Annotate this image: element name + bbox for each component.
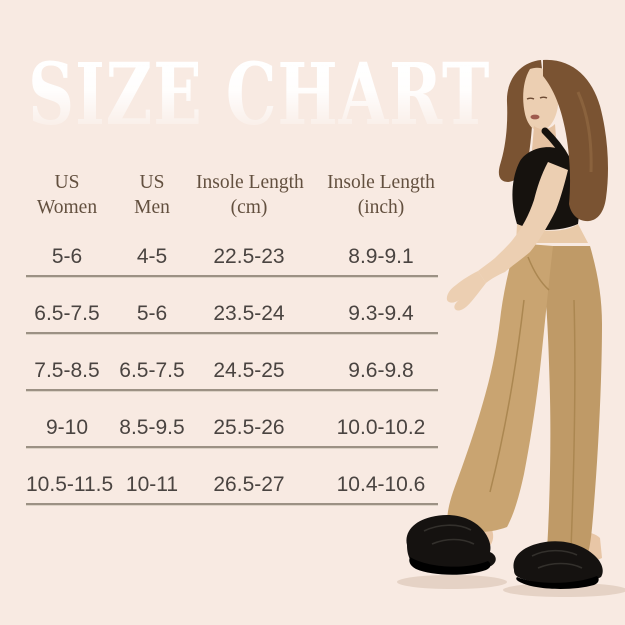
table-cell: 5-6: [136, 302, 168, 325]
slipper-fur-texture: [531, 549, 583, 569]
slipper-right: [513, 541, 603, 585]
table-cell: 6.5-7.5: [34, 302, 100, 325]
model-lips: [530, 114, 540, 120]
slipper-fur-texture: [423, 524, 475, 545]
slipper-right-sole: [516, 576, 599, 589]
page-title: SIZE CHART: [28, 44, 491, 145]
column-header: Insole Length (cm): [196, 172, 304, 218]
model-pants-back-leg: [543, 246, 602, 562]
table-cell: 9-10: [45, 416, 89, 439]
table-cell: 22.5-23: [213, 245, 285, 268]
table-cell: 8.9-9.1: [348, 245, 414, 268]
model-chest: [521, 147, 572, 176]
slipper-left: [406, 515, 496, 573]
column-header: Insole Length (inch): [327, 172, 435, 218]
table-cell: 8.5-9.5: [119, 416, 185, 439]
table-cell: 26.5-27: [213, 473, 285, 496]
table-header-row: US Women US Men Insole Length (cm) Insole L…: [26, 170, 438, 220]
table-cell: 5-6: [51, 245, 83, 268]
column-header: US Women: [36, 172, 98, 218]
model-ankle: [564, 532, 602, 562]
table-cell: 10.4-10.6: [336, 473, 426, 496]
column-header: US Men: [134, 172, 170, 218]
table-cell: 25.5-26: [213, 416, 285, 439]
model-hair: [543, 59, 608, 222]
table-cell: 9.3-9.4: [348, 302, 414, 325]
size-table: US Women US Men Insole Length (cm) Insole L…: [26, 170, 438, 505]
model-eye: [539, 96, 548, 99]
model-arm: [478, 162, 568, 283]
model-midriff: [516, 224, 588, 243]
slipper-left-sole: [409, 557, 491, 575]
table-cell: 7.5-8.5: [34, 359, 100, 382]
model-crop-top: [512, 147, 579, 230]
table-row: 7.5-8.5 6.5-7.5 24.5-25 9.6-9.8: [26, 334, 438, 391]
table-row: 5-6 4-5 22.5-23 8.9-9.1: [26, 220, 438, 277]
pants-seam: [570, 299, 576, 550]
table-cell: 9.6-9.8: [348, 359, 414, 382]
pants-seam: [489, 299, 525, 493]
floor-shadow: [503, 583, 625, 597]
table-cell: 4-5: [136, 245, 168, 268]
pants-pocket-seam: [527, 256, 550, 291]
model-face: [523, 67, 559, 132]
model-hair: [498, 60, 543, 182]
floor-shadow: [397, 575, 507, 589]
table-body: 5-6 4-5 22.5-23 8.9-9.1 6.5-7.5 5-6 23.5-24 9.3…: [26, 220, 438, 505]
table-cell: 24.5-25: [213, 359, 285, 382]
model-hand: [446, 271, 486, 311]
table-cell: 10-11: [125, 473, 179, 496]
table-cell: 23.5-24: [213, 302, 285, 325]
model-heel: [460, 523, 494, 551]
table-cell: 6.5-7.5: [119, 359, 185, 382]
model-pants-front-leg: [447, 243, 553, 533]
table-cell: 10.5-11.5: [26, 473, 114, 496]
table-cell: 10.0-10.2: [336, 416, 426, 439]
table-row: 10.5-11.5 10-11 26.5-27 10.4-10.6: [26, 448, 438, 505]
model-neck: [532, 124, 557, 155]
table-row: 9-10 8.5-9.5 25.5-26 10.0-10.2: [26, 391, 438, 448]
hair-highlight: [576, 91, 593, 173]
table-row: 6.5-7.5 5-6 23.5-24 9.3-9.4: [26, 277, 438, 334]
model-top-strap: [541, 127, 570, 162]
model-eye: [526, 97, 535, 100]
